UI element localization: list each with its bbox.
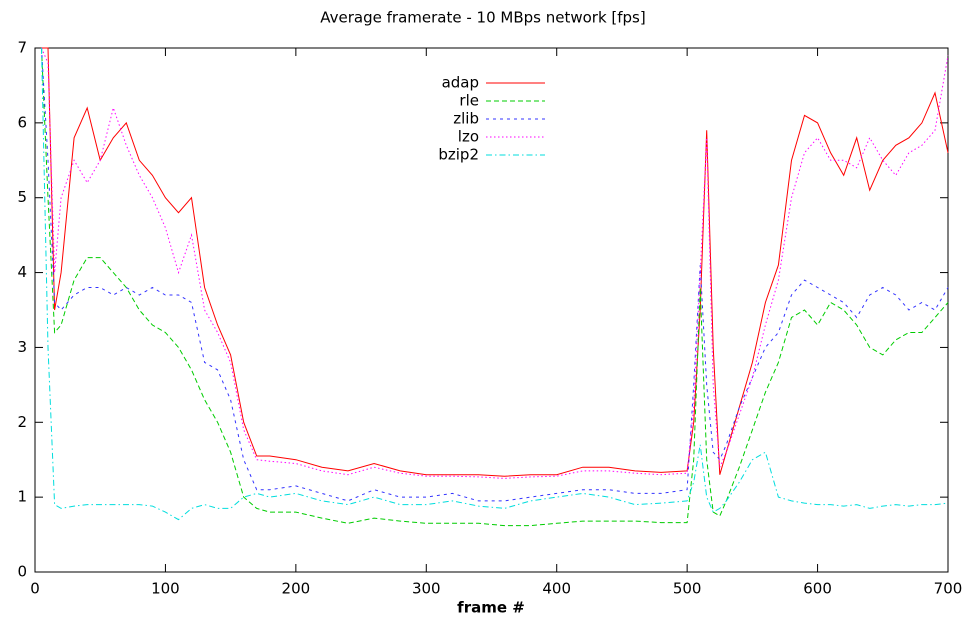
legend-label: zlib [453, 110, 479, 128]
y-tick-label: 1 [17, 488, 27, 506]
plot-frame [34, 47, 949, 573]
x-tick-label: 100 [151, 580, 180, 598]
legend-label: lzo [458, 128, 479, 146]
y-tick-label: 3 [17, 338, 27, 356]
x-tick-label: 600 [803, 580, 832, 598]
x-tick-label: 700 [934, 580, 963, 598]
x-tick-label: 300 [412, 580, 441, 598]
y-tick-label: 6 [17, 113, 27, 131]
chart-title: Average framerate - 10 MBps network [fps… [320, 9, 645, 27]
legend-label: rle [459, 92, 479, 110]
series-line [41, 47, 949, 527]
x-axis-label: frame # [457, 599, 525, 617]
series-line [41, 47, 949, 479]
x-tick-label: 400 [542, 580, 571, 598]
legend-label: adap [442, 74, 479, 92]
y-tick-label: 7 [17, 39, 27, 57]
y-tick-label: 0 [17, 563, 27, 581]
y-tick-label: 5 [17, 188, 27, 206]
series-line [41, 47, 949, 477]
y-tick-label: 2 [17, 413, 27, 431]
series-line [41, 47, 949, 502]
y-tick-label: 4 [17, 263, 27, 281]
x-tick-label: 200 [282, 580, 311, 598]
x-tick-label: 0 [30, 580, 40, 598]
x-tick-label: 500 [673, 580, 702, 598]
legend-label: bzip2 [438, 146, 479, 164]
